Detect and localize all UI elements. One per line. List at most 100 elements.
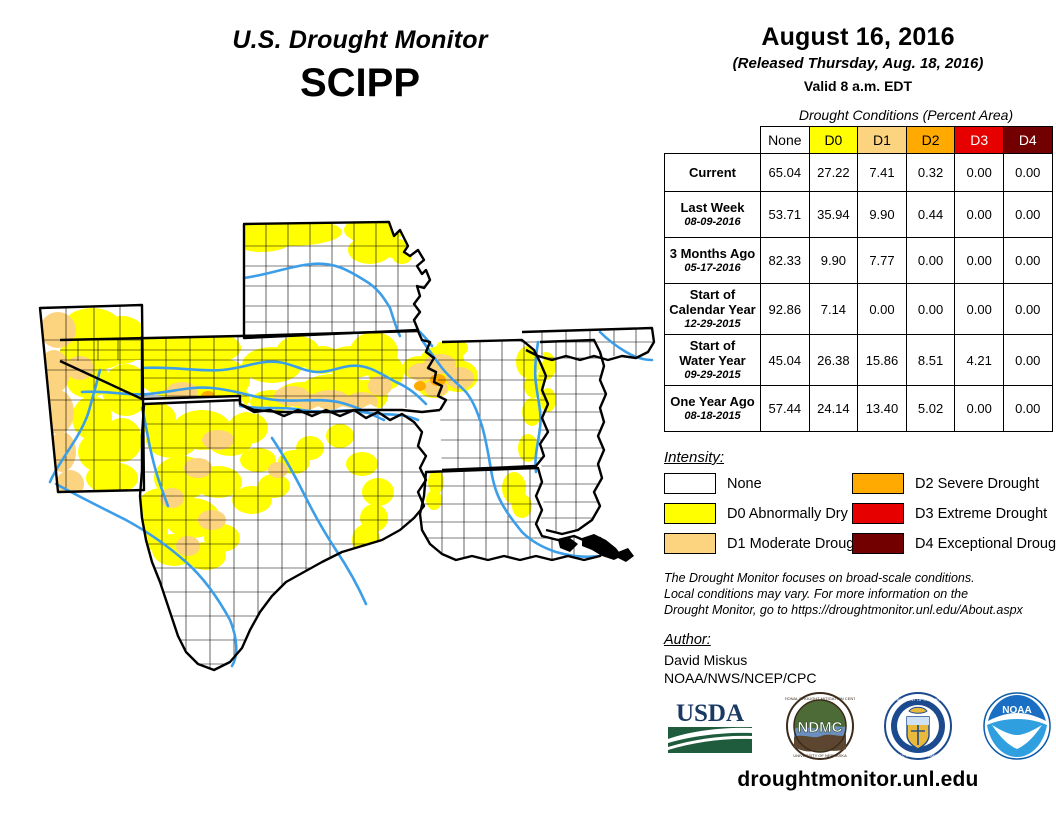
cell-calendar-year-d2: 0.00	[905, 283, 956, 335]
state-borders	[38, 220, 656, 672]
cell-3-months-d1: 7.77	[857, 237, 907, 284]
title-block: U.S. Drought Monitor SCIPP	[150, 24, 570, 108]
disclaimer-line-2: Local conditions may vary. For more info…	[664, 587, 969, 601]
legend-swatch-d2	[852, 473, 904, 494]
legend-item-d3: D3 Extreme Drought	[852, 503, 1052, 524]
legend-item-d2: D2 Severe Drought	[852, 473, 1052, 494]
cell-one-year-d3: 0.00	[954, 385, 1004, 432]
author-name: David Miskus	[664, 652, 748, 668]
usda-logo: USDA	[668, 700, 752, 753]
cell-3-months-none: 82.33	[760, 237, 810, 284]
row-label-current: Current	[664, 153, 761, 192]
row-label-text: 3 Months Ago	[669, 246, 756, 261]
table-row: Current 65.04 27.22 7.41 0.32 0.00 0.00	[664, 153, 1053, 192]
cell-last-week-d4: 0.00	[1002, 191, 1053, 238]
cell-current-d4: 0.00	[1002, 153, 1053, 192]
table-caption: Drought Conditions (Percent Area)	[798, 107, 1014, 123]
cell-one-year-none: 57.44	[760, 385, 810, 432]
rivers	[48, 262, 654, 668]
column-header-d1: D1	[857, 126, 907, 154]
cell-current-d3: 0.00	[954, 153, 1004, 192]
column-header-d3: D3	[954, 126, 1004, 154]
table-row: One Year Ago 08-18-2015 57.44 24.14 13.4…	[664, 385, 1053, 432]
legend-item-d1: D1 Moderate Drought	[664, 533, 866, 554]
noaa-logo: NOAA	[983, 692, 1051, 760]
cell-water-year-none: 45.04	[760, 334, 810, 386]
author-title: Author:	[664, 632, 711, 648]
column-header-none: None	[760, 126, 810, 154]
drought-map	[22, 200, 662, 720]
doc-seal-logo: DEPARTMENT OF COMMERCE UNITED STATES OF …	[884, 692, 953, 760]
cell-current-d1: 7.41	[857, 153, 907, 192]
cell-last-week-d3: 0.00	[954, 191, 1004, 238]
cell-one-year-d2: 5.02	[905, 385, 956, 432]
region-title: SCIPP	[299, 61, 421, 105]
cell-last-week-d2: 0.44	[905, 191, 956, 238]
row-label-text: Current	[689, 165, 736, 180]
cell-last-week-d0: 35.94	[808, 191, 859, 238]
disclaimer-line-3: Drought Monitor, go to https://droughtmo…	[664, 603, 1023, 617]
row-label-date: 09-29-2015	[684, 369, 741, 381]
cell-calendar-year-none: 92.86	[760, 283, 810, 335]
table-header-row: None D0 D1 D2 D3 D4	[665, 126, 1053, 154]
svg-text:DEPARTMENT OF COMMERCE: DEPARTMENT OF COMMERCE	[889, 697, 948, 702]
map-svg	[22, 200, 662, 720]
svg-text:NOAA: NOAA	[1002, 705, 1031, 716]
cell-3-months-d0: 9.90	[808, 237, 859, 284]
row-label-start-calendar-year: Start of Calendar Year 12-29-2015	[664, 283, 761, 335]
cell-water-year-d4: 0.00	[1002, 334, 1053, 386]
column-header-d0: D0	[808, 126, 859, 154]
legend-swatch-d1	[664, 533, 716, 554]
author-block: Author: David Miskus NOAA/NWS/NCEP/CPC	[664, 632, 1052, 687]
table-row: Last Week 08-09-2016 53.71 35.94 9.90 0.…	[664, 191, 1053, 238]
cell-current-d0: 27.22	[808, 153, 859, 192]
legend-label-d0: D0 Abnormally Dry	[727, 505, 848, 522]
cell-3-months-d3: 0.00	[954, 237, 1004, 284]
svg-text:UNITED STATES OF AMERICA: UNITED STATES OF AMERICA	[890, 753, 947, 758]
cell-water-year-d1: 15.86	[857, 334, 907, 386]
cell-water-year-d3: 4.21	[954, 334, 1004, 386]
release-date: (Released Thursday, Aug. 18, 2016)	[732, 55, 984, 72]
legend-swatch-d0	[664, 503, 716, 524]
svg-text:NATIONAL DROUGHT MITIGATION CE: NATIONAL DROUGHT MITIGATION CENTER	[785, 696, 855, 701]
row-label-text: Last Week	[680, 200, 745, 215]
drought-conditions-table: None D0 D1 D2 D3 D4 Current 65.04 27.22 …	[664, 126, 1053, 432]
row-label-3-months-ago: 3 Months Ago 05-17-2016	[664, 237, 761, 284]
row-label-text: Start of Calendar Year	[669, 287, 756, 317]
cell-water-year-d2: 8.51	[905, 334, 956, 386]
row-label-text: One Year Ago	[670, 394, 755, 409]
row-label-date: 08-09-2016	[684, 216, 741, 228]
page-title: U.S. Drought Monitor	[232, 26, 488, 54]
table-row: Start of Water Year 09-29-2015 45.04 26.3…	[664, 334, 1053, 386]
table-corner-cell	[665, 127, 761, 154]
legend-swatch-d4	[852, 533, 904, 554]
intensity-legend: Intensity: None D2 Severe Drought D0 Abn…	[664, 449, 1056, 554]
disclaimer-line-1: The Drought Monitor focuses on broad-sca…	[664, 571, 975, 585]
table-row: 3 Months Ago 05-17-2016 82.33 9.90 7.77 …	[664, 237, 1053, 284]
cell-last-week-none: 53.71	[760, 191, 810, 238]
cell-calendar-year-d4: 0.00	[1002, 283, 1053, 335]
cell-3-months-d2: 0.00	[905, 237, 956, 284]
legend-label-d3: D3 Extreme Drought	[915, 505, 1048, 522]
legend-item-d0: D0 Abnormally Dry	[664, 503, 852, 524]
legend-swatch-d3	[852, 503, 904, 524]
cell-3-months-d4: 0.00	[1002, 237, 1053, 284]
legend-label-d1: D1 Moderate Drought	[727, 535, 867, 552]
svg-text:NDMC: NDMC	[797, 719, 842, 736]
cell-calendar-year-d1: 0.00	[857, 283, 907, 335]
svg-text:USDA: USDA	[676, 700, 744, 727]
cell-current-none: 65.04	[760, 153, 810, 192]
logo-row: USDA NDMC NATIONAL DROUGHT MITIGATION CE…	[664, 690, 1052, 762]
gulf-coastline	[558, 534, 634, 562]
row-label-date: 05-17-2016	[684, 262, 741, 274]
ndmc-logo: NDMC NATIONAL DROUGHT MITIGATION CENTER …	[785, 692, 855, 760]
row-label-text: Start of Water Year	[679, 338, 746, 368]
cell-one-year-d4: 0.00	[1002, 385, 1053, 432]
column-header-d2: D2	[905, 126, 956, 154]
row-label-last-week: Last Week 08-09-2016	[664, 191, 761, 238]
row-label-date: 12-29-2015	[684, 318, 741, 330]
footer-url[interactable]: droughtmonitor.unl.edu	[737, 768, 979, 791]
right-panel: August 16, 2016 (Released Thursday, Aug.…	[664, 22, 1056, 687]
legend-label-d4: D4 Exceptional Drought	[915, 535, 1056, 552]
